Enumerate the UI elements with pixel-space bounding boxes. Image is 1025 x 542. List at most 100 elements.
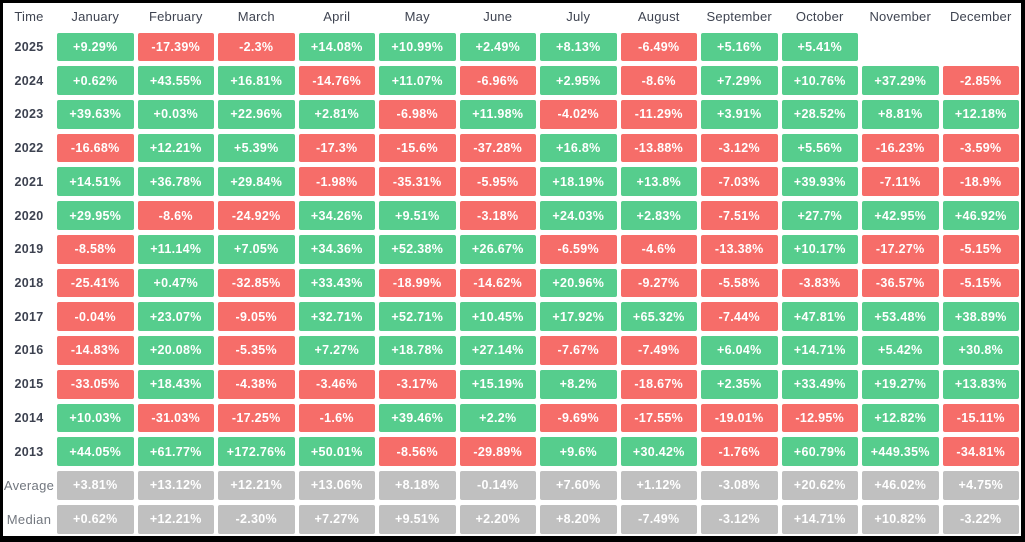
cell-2021-august: +13.8% [620, 167, 697, 197]
cell-2025-december [943, 33, 1020, 62]
cell-2016-february: +20.08% [137, 336, 214, 365]
cell-2015-september: +2.35% [701, 369, 778, 399]
cell-2020-july: +24.03% [540, 201, 617, 230]
cell-2013-august: +30.42% [620, 437, 697, 467]
cell-2023-july: -4.02% [540, 99, 617, 129]
cell-2025-june: +2.49% [459, 32, 536, 62]
cell-2025-october: +5.41% [781, 32, 858, 62]
cell-2022-march: +5.39% [218, 133, 295, 163]
cell-2013-october: +60.79% [781, 437, 858, 467]
row-label-2025: 2025 [14, 39, 44, 54]
cell-2019-december: -5.15% [942, 234, 1019, 264]
cell-2015-march: -4.38% [218, 369, 295, 399]
row-label-2024: 2024 [14, 73, 44, 88]
cell-2021-january: +14.51% [57, 167, 134, 197]
cell-2018-april: +33.43% [298, 268, 375, 298]
cell-2017-october: +47.81% [781, 302, 858, 332]
cell-2015-december: +13.83% [942, 369, 1019, 399]
row-label-2015: 2015 [14, 377, 44, 392]
cell-2016-may: +18.78% [379, 336, 456, 365]
cell-2015-june: +15.19% [459, 369, 536, 399]
cell-average-december: +4.75% [942, 471, 1019, 500]
cell-2016-october: +14.71% [781, 336, 858, 365]
cell-2024-march: +16.81% [218, 66, 295, 95]
cell-2025-may: +10.99% [379, 32, 456, 62]
cell-2021-july: +18.19% [540, 167, 617, 197]
cell-2015-july: +8.2% [540, 369, 617, 399]
cell-2024-january: +0.62% [57, 66, 134, 95]
cell-average-june: -0.14% [459, 471, 536, 500]
cell-2014-april: -1.6% [298, 403, 375, 433]
cell-2013-september: -1.76% [701, 437, 778, 467]
cell-2022-september: -3.12% [701, 133, 778, 163]
cell-2013-july: +9.6% [540, 437, 617, 467]
column-header-september: September [706, 9, 772, 24]
cell-2013-december: -34.81% [942, 437, 1019, 467]
cell-2024-july: +2.95% [540, 66, 617, 95]
monthly-returns-grid: Time January February March April May June Jul… [3, 3, 1021, 536]
cell-2023-september: +3.91% [701, 99, 778, 129]
cell-average-march: +12.21% [218, 471, 295, 500]
cell-2016-january: -14.83% [57, 336, 134, 365]
cell-2022-december: -3.59% [942, 133, 1019, 163]
cell-median-may: +9.51% [379, 504, 456, 534]
cell-2017-november: +53.48% [862, 302, 939, 332]
column-header-january: January [71, 9, 120, 24]
row-label-2022: 2022 [14, 141, 44, 156]
row-label-2019: 2019 [14, 242, 44, 257]
row-label-2020: 2020 [14, 208, 44, 223]
cell-2019-november: -17.27% [862, 234, 939, 264]
column-header-july: July [566, 9, 591, 24]
cell-average-february: +13.12% [137, 471, 214, 500]
cell-2025-august: -6.49% [620, 32, 697, 62]
cell-2019-april: +34.36% [298, 234, 375, 264]
cell-2023-april: +2.81% [298, 99, 375, 129]
cell-2017-august: +65.32% [620, 302, 697, 332]
cell-2022-april: -17.3% [298, 133, 375, 163]
cell-2017-july: +17.92% [540, 302, 617, 332]
cell-2020-october: +27.7% [781, 201, 858, 230]
cell-2020-march: -24.92% [218, 201, 295, 230]
cell-2023-may: -6.98% [379, 99, 456, 129]
monthly-returns-panel: Time January February March April May June Jul… [3, 3, 1021, 536]
column-header-december: December [949, 9, 1012, 24]
row-label-2017: 2017 [14, 309, 44, 324]
cell-2015-may: -3.17% [379, 369, 456, 399]
row-label-2023: 2023 [14, 107, 44, 122]
cell-median-december: -3.22% [942, 504, 1019, 534]
cell-2019-july: -6.59% [540, 234, 617, 264]
cell-2020-february: -8.6% [137, 201, 214, 230]
cell-2018-june: -14.62% [459, 268, 536, 298]
cell-2018-march: -32.85% [218, 268, 295, 298]
cell-2021-june: -5.95% [459, 167, 536, 197]
cell-2014-august: -17.55% [620, 403, 697, 433]
cell-2023-october: +28.52% [781, 99, 858, 129]
cell-2018-august: -9.27% [620, 268, 697, 298]
cell-2025-july: +8.13% [540, 32, 617, 62]
cell-2022-november: -16.23% [862, 133, 939, 163]
row-label-2021: 2021 [14, 174, 44, 189]
cell-2018-december: -5.15% [942, 268, 1019, 298]
cell-average-january: +3.81% [57, 471, 134, 500]
cell-median-april: +7.27% [298, 504, 375, 534]
cell-2016-november: +5.42% [862, 336, 939, 365]
cell-2021-october: +39.93% [781, 167, 858, 197]
cell-2014-september: -19.01% [701, 403, 778, 433]
cell-2018-february: +0.47% [137, 268, 214, 298]
cell-2017-june: +10.45% [459, 302, 536, 332]
cell-2024-february: +43.55% [137, 66, 214, 95]
column-header-may: May [404, 9, 430, 24]
column-header-march: March [237, 9, 275, 24]
cell-2014-february: -31.03% [137, 403, 214, 433]
cell-2020-june: -3.18% [459, 201, 536, 230]
column-header-august: August [637, 9, 680, 24]
cell-median-september: -3.12% [701, 504, 778, 534]
cell-2017-march: -9.05% [218, 302, 295, 332]
cell-2015-february: +18.43% [137, 369, 214, 399]
row-label-2016: 2016 [14, 343, 44, 358]
cell-2025-february: -17.39% [137, 32, 214, 62]
cell-average-july: +7.60% [540, 471, 617, 500]
cell-average-september: -3.08% [701, 471, 778, 500]
cell-2023-august: -11.29% [620, 99, 697, 129]
cell-2018-september: -5.58% [701, 268, 778, 298]
